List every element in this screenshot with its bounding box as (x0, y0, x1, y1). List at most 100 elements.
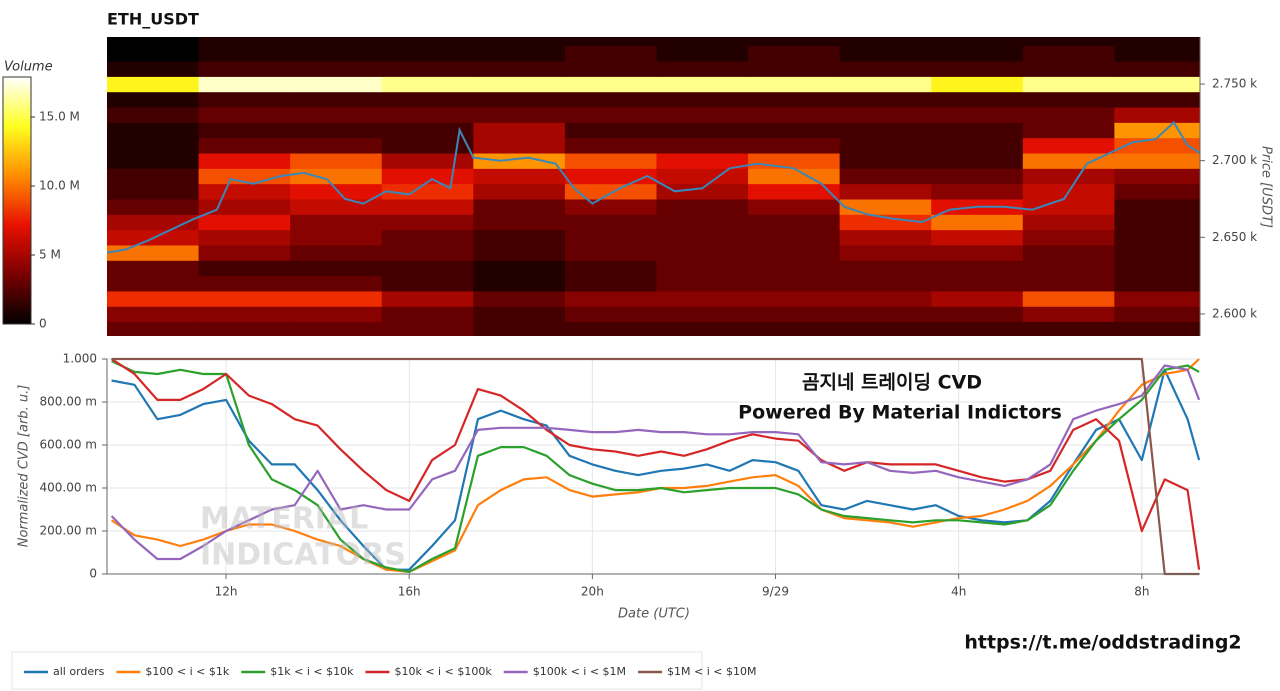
heatmap-cell (931, 290, 1024, 307)
heatmap-cell (839, 91, 932, 108)
heatmap-cell (1022, 260, 1115, 277)
heatmap-cell (839, 244, 932, 261)
heatmap-cell (839, 229, 932, 246)
heatmap-cell (473, 290, 566, 307)
heatmap-cell (564, 244, 657, 261)
heatmap-cell (1022, 290, 1115, 307)
heatmap-cell (1114, 168, 1200, 185)
heatmap-cell (839, 198, 932, 215)
heatmap-cell (1114, 107, 1200, 123)
heatmap-cell (656, 214, 749, 231)
heatmap-cell (107, 244, 200, 261)
heatmap-cell (290, 260, 383, 277)
heatmap-cell (290, 137, 383, 154)
heatmap-cell (290, 183, 383, 200)
y-axis-label: Normalized CVD [arb. u.] (17, 385, 32, 548)
colorbar-tick-label: 0 (39, 317, 47, 331)
colorbar-tick-label: 5 M (39, 248, 61, 262)
heatmap-cell (748, 244, 841, 261)
heatmap-cell (1114, 290, 1200, 307)
y-tick-label: 2.650 k (1212, 230, 1257, 244)
heatmap-cell (381, 244, 474, 261)
heatmap-cell (656, 198, 749, 215)
heatmap-cell (290, 37, 383, 47)
heatmap-cell (564, 45, 657, 62)
heatmap-cell (107, 198, 200, 215)
heatmap-cell (290, 107, 383, 123)
heatmap-cell (473, 183, 566, 200)
heatmap-cell (564, 229, 657, 246)
heatmap-cell (564, 260, 657, 277)
heatmap-cell (107, 107, 200, 123)
heatmap-cell (198, 229, 291, 246)
heatmap-cell (381, 275, 474, 292)
heatmap-cell (656, 260, 749, 277)
heatmap-cell (1022, 214, 1115, 231)
heatmap-cell (748, 214, 841, 231)
heatmap-cell (107, 76, 200, 93)
heatmap-cell (1022, 137, 1115, 154)
colorbar-label: Volume (4, 60, 53, 75)
heatmap-cell (564, 306, 657, 323)
heatmap-cell (198, 183, 291, 200)
link-text: https://t.me/oddstrading2 (964, 632, 1241, 654)
legend-label: $10k < i < $100k (394, 665, 492, 678)
heatmap-cell (1114, 76, 1200, 93)
x-tick-label: 4h (951, 585, 966, 599)
heatmap-cell (564, 107, 657, 123)
heatmap-cell (931, 137, 1024, 154)
heatmap-cell (839, 214, 932, 231)
heatmap-cell (656, 137, 749, 154)
heatmap-cell (656, 290, 749, 307)
x-axis-label: Date (UTC) (618, 607, 690, 622)
heatmap-cell (473, 91, 566, 108)
heatmap-cell (107, 45, 200, 62)
heatmap-cell (564, 61, 657, 77)
heatmap-cell (931, 321, 1024, 336)
heatmap-cell (290, 76, 383, 93)
heatmap-cell (381, 45, 474, 62)
heatmap-cell (839, 37, 932, 47)
heatmap-cell (839, 275, 932, 292)
heatmap-cell (839, 137, 932, 154)
heatmap-cell (1022, 229, 1115, 246)
colorbar (2, 76, 32, 325)
heatmap-cell (748, 321, 841, 336)
heatmap-cell (564, 275, 657, 292)
heatmap-cell (198, 37, 291, 47)
heatmap-cell (748, 260, 841, 277)
heatmap-cell (564, 321, 657, 336)
series-line (110, 364, 1200, 561)
heatmap-cell (564, 37, 657, 47)
heatmap-cell (107, 37, 200, 47)
heatmap-cell (381, 137, 474, 154)
heatmap-cell (107, 321, 200, 336)
heatmap-cell (656, 61, 749, 77)
heatmap-cell (473, 214, 566, 231)
heatmap-cell (839, 61, 932, 77)
heatmap-cell (1022, 153, 1115, 169)
heatmap-cell (564, 122, 657, 139)
heatmap-cell (107, 275, 200, 292)
heatmap-cell (1114, 61, 1200, 77)
heatmap-cell (473, 76, 566, 93)
heatmap-cell (1114, 153, 1200, 169)
heatmap-cell (748, 168, 841, 185)
heatmap-cell (1022, 306, 1115, 323)
heatmap-cell (564, 214, 657, 231)
heatmap-cell (290, 45, 383, 62)
heatmap-cell (931, 37, 1024, 47)
heatmap-cell (839, 153, 932, 169)
heatmap-cell (198, 153, 291, 169)
heatmap-cell (1114, 91, 1200, 108)
heatmap-cell (473, 260, 566, 277)
annotation: Powered By Material Indictors (738, 402, 1062, 424)
heatmap-cell (564, 198, 657, 215)
heatmap-cell (381, 214, 474, 231)
heatmap-cell (198, 214, 291, 231)
heatmap-cell (656, 183, 749, 200)
chart-title: ETH_USDT (107, 10, 199, 29)
legend-label: $100 < i < $1k (145, 665, 229, 678)
heatmap-cell (290, 244, 383, 261)
heatmap-cell (656, 321, 749, 336)
